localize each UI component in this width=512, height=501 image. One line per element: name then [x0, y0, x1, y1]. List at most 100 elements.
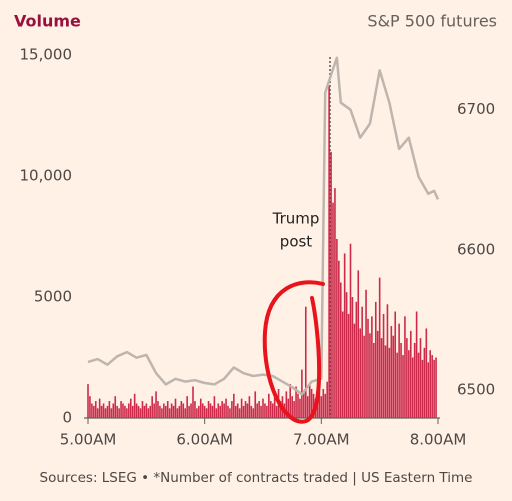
volume-bar: [359, 328, 362, 418]
volume-bar: [404, 316, 406, 418]
volume-bar: [198, 405, 200, 418]
volume-bar: [433, 359, 435, 418]
volume-bar: [304, 306, 307, 418]
volume-bar: [271, 403, 274, 418]
volume-bar: [312, 393, 315, 418]
volume-bar: [139, 408, 142, 418]
annotation: post: [280, 233, 313, 251]
x-tick-label: 7.00AM: [293, 431, 350, 449]
volume-bar: [413, 342, 416, 418]
volume-bar: [378, 277, 381, 418]
volume-bar: [174, 398, 177, 418]
volume-bar: [122, 403, 124, 418]
volume-bar: [89, 396, 91, 418]
volume-bar: [192, 386, 194, 418]
volume-bar: [423, 347, 426, 418]
volume-bar: [227, 405, 229, 418]
volume-bar: [289, 384, 292, 418]
volume-bar: [295, 386, 297, 418]
y2-axis-label: S&P 500 futures: [367, 12, 497, 31]
volume-bar: [166, 401, 169, 418]
volume-bar: [215, 408, 218, 418]
volume-bar: [338, 260, 340, 418]
volume-bar: [118, 408, 120, 418]
volume-bar: [322, 388, 325, 418]
volume-bar: [394, 311, 397, 418]
volume-bar: [100, 405, 103, 418]
volume-bar: [336, 238, 338, 418]
x-tick-label: 8.00AM: [410, 431, 467, 449]
volume-bar: [396, 352, 398, 418]
volume-bar: [196, 408, 198, 418]
volume-bar: [256, 403, 258, 418]
volume-bar: [147, 408, 150, 418]
volume-bar: [369, 333, 371, 418]
volume-bar: [320, 396, 323, 418]
volume-bar: [133, 393, 136, 418]
volume-bar: [248, 396, 251, 418]
y2-tick-label: 6500: [457, 380, 495, 398]
volume-bar: [347, 313, 350, 418]
volume-bar: [400, 342, 402, 418]
volume-bar: [126, 408, 128, 418]
volume-bar: [421, 359, 424, 418]
volume-bar: [388, 347, 391, 418]
volume-bar: [273, 396, 276, 418]
volume-bar: [209, 403, 212, 418]
volume-bar: [415, 311, 418, 418]
volume-bar: [240, 398, 243, 418]
volume-bar: [260, 405, 262, 418]
volume-bar: [341, 311, 344, 418]
volume-bar: [435, 357, 437, 418]
volume-bar: [233, 393, 235, 418]
volume-bar: [211, 405, 214, 418]
volume-bar: [106, 405, 109, 418]
volume-bar: [367, 318, 369, 418]
volume-bar: [229, 408, 231, 418]
volume-bar: [334, 188, 336, 418]
y2-tick-label: 6700: [457, 100, 495, 118]
volume-bar: [104, 408, 107, 418]
volume-bar: [417, 352, 420, 418]
volume-bar: [223, 403, 225, 418]
volume-bar: [262, 398, 264, 418]
volume-bar: [324, 393, 327, 418]
volume-bar: [373, 342, 375, 418]
volume-bar: [120, 401, 122, 418]
volume-bar: [141, 401, 144, 418]
volume-bar: [376, 330, 379, 418]
volume-bar: [94, 401, 97, 418]
volume-bar: [182, 403, 185, 418]
annotation: Trump: [272, 210, 320, 228]
volume-bar: [96, 408, 99, 418]
volume-bar: [199, 398, 202, 418]
y-tick-label: 10,000: [20, 167, 73, 185]
volume-bar: [279, 401, 282, 418]
volume-bar: [149, 405, 152, 418]
volume-bar: [225, 398, 227, 418]
volume-bar: [161, 408, 163, 418]
volume-bar: [102, 403, 105, 418]
volume-bar: [402, 355, 404, 418]
volume-bar: [408, 350, 410, 418]
volume-bar: [351, 297, 354, 418]
volume-bar: [380, 338, 383, 418]
volume-bar: [266, 405, 268, 418]
volume-bar: [269, 401, 272, 418]
x-tick-label: 6.00AM: [176, 431, 233, 449]
volume-bar: [155, 391, 157, 418]
volume-bar: [153, 403, 155, 418]
y-tick-label: 15,000: [20, 46, 73, 64]
volume-bar: [205, 408, 208, 418]
volume-bar: [382, 313, 385, 418]
volume-bar: [250, 405, 253, 418]
volume-bar: [386, 304, 389, 418]
volume-bar: [221, 401, 223, 418]
volume-bar: [371, 316, 373, 418]
volume-bar: [238, 408, 241, 418]
volume-bar: [264, 403, 266, 418]
volume-bar: [246, 403, 249, 418]
volume-bar: [112, 403, 115, 418]
volume-bar: [268, 393, 270, 418]
volume-bar: [93, 405, 95, 418]
